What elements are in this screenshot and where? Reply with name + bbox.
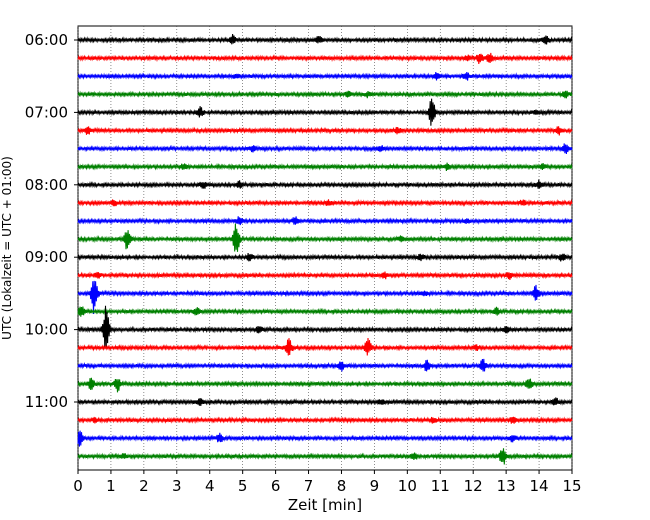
trace-0845 (77, 223, 573, 252)
x-tick-label-5: 5 (238, 477, 248, 495)
x-tick-label-10: 10 (398, 477, 417, 495)
vertical-grid (77, 26, 573, 470)
y-axis-label: UTC (Lokalzeit = UTC + 01:00) (0, 156, 14, 340)
y-tick-label-1: 07:00 (25, 103, 68, 121)
y-tick-label-2: 08:00 (25, 176, 68, 194)
y-tick-label-3: 09:00 (25, 248, 68, 266)
trace-0815 (77, 198, 573, 207)
trace-1030 (77, 358, 573, 372)
x-tick-label-6: 6 (271, 477, 281, 495)
x-tick-label-14: 14 (530, 477, 549, 495)
x-tick-label-13: 13 (497, 477, 516, 495)
y-tick-label-5: 11:00 (25, 393, 68, 411)
x-tick-label-0: 0 (73, 477, 83, 495)
trace-0730 (77, 143, 573, 154)
x-tick-label-4: 4 (205, 477, 215, 495)
x-axis-label: Zeit [min] (288, 496, 362, 514)
trace-0900 (77, 252, 573, 262)
trace-0600 (77, 34, 573, 45)
x-tick-label-3: 3 (172, 477, 182, 495)
trace-1100 (77, 397, 573, 406)
x-tick-label-11: 11 (431, 477, 450, 495)
trace-1000 (77, 305, 573, 349)
trace-0715 (77, 126, 573, 136)
trace-1115 (77, 416, 573, 424)
trace-0630 (77, 71, 573, 81)
trace-1145 (77, 448, 573, 465)
x-tick-label-15: 15 (562, 477, 581, 495)
x-tick-label-7: 7 (304, 477, 314, 495)
trace-0800 (77, 179, 573, 189)
trace-0645 (77, 90, 573, 99)
y-tick-label-4: 10:00 (25, 321, 68, 339)
trace-0915 (77, 271, 573, 280)
trace-0745 (77, 162, 573, 171)
y-axis-ticks: 06:00 07:00 08:00 09:00 10:00 11:00 (25, 31, 78, 411)
x-tick-label-1: 1 (106, 477, 116, 495)
trace-1130 (77, 430, 573, 447)
x-axis-ticks: 0 1 2 3 4 5 6 7 8 9 10 11 12 13 14 15 (73, 470, 582, 495)
x-tick-label-9: 9 (370, 477, 380, 495)
y-tick-label-0: 06:00 (25, 31, 68, 49)
trace-group (77, 34, 573, 465)
trace-0700 (77, 98, 573, 126)
x-tick-label-8: 8 (337, 477, 347, 495)
trace-0615 (77, 52, 573, 65)
trace-1015 (77, 337, 573, 356)
x-tick-label-2: 2 (139, 477, 149, 495)
trace-0945 (77, 306, 573, 317)
trace-0830 (77, 216, 573, 226)
trace-1045 (77, 377, 573, 393)
x-tick-label-12: 12 (464, 477, 483, 495)
trace-0930 (77, 280, 573, 315)
